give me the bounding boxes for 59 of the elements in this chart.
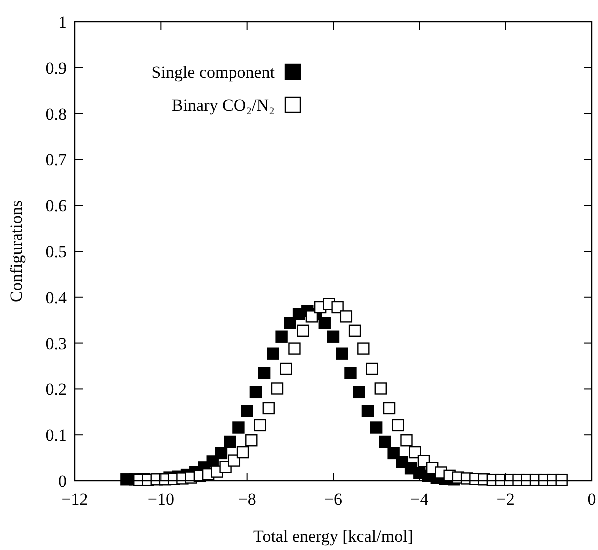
y-tick-label: 0.6 [46, 196, 67, 216]
legend-label: Single component [152, 63, 276, 82]
point [241, 405, 254, 418]
point [306, 310, 318, 323]
y-tick-label: 1 [58, 13, 67, 32]
point [374, 382, 387, 395]
x-tick-label: −4 [410, 490, 430, 509]
point [215, 447, 228, 460]
point [388, 447, 400, 460]
point [232, 422, 245, 434]
y-tick-label: 0.2 [46, 380, 67, 400]
point [267, 348, 280, 360]
x-tick-label: −8 [238, 490, 256, 509]
x-tick-label: −12 [62, 490, 88, 509]
point [228, 454, 241, 467]
x-tick-label: −6 [324, 490, 343, 509]
x-tick-label: −2 [496, 490, 515, 509]
y-tick-label: 0.3 [46, 334, 67, 354]
point [353, 386, 366, 399]
point [332, 301, 344, 314]
y-tick-label: 0.9 [46, 58, 67, 78]
point [250, 386, 262, 399]
point [236, 446, 250, 459]
point [276, 330, 288, 343]
point [358, 342, 370, 355]
point [370, 422, 383, 434]
y-axis-title: Configurations [7, 200, 26, 302]
point [340, 310, 353, 323]
point [379, 436, 392, 448]
point [224, 436, 236, 448]
y-tick-label: 0.4 [46, 288, 68, 308]
point [336, 348, 348, 360]
y-tick-label: 0 [58, 472, 67, 491]
point [254, 419, 266, 432]
point [271, 382, 284, 395]
y-tick-label: 0.5 [46, 242, 67, 262]
y-tick-label: 0.8 [46, 104, 67, 124]
point [366, 362, 378, 376]
point [383, 402, 396, 415]
point [258, 367, 271, 380]
point [344, 367, 357, 380]
point [246, 434, 258, 447]
point [348, 324, 362, 338]
y-tick-label: 0.7 [46, 150, 68, 170]
point [288, 342, 301, 355]
point [262, 402, 275, 415]
y-tick-label: 0.1 [46, 426, 67, 446]
point [297, 324, 310, 338]
x-tick-label: 0 [588, 490, 596, 509]
point [556, 474, 568, 486]
point [362, 405, 374, 418]
point [392, 419, 404, 432]
point [318, 317, 331, 330]
x-axis-title: Total energy [kcal/mol] [254, 527, 414, 546]
point [400, 434, 413, 447]
legend-label: Binary CO₂/N₂ [172, 96, 275, 115]
x-tick-label: −10 [148, 490, 174, 509]
point [327, 330, 340, 343]
point [280, 362, 292, 376]
